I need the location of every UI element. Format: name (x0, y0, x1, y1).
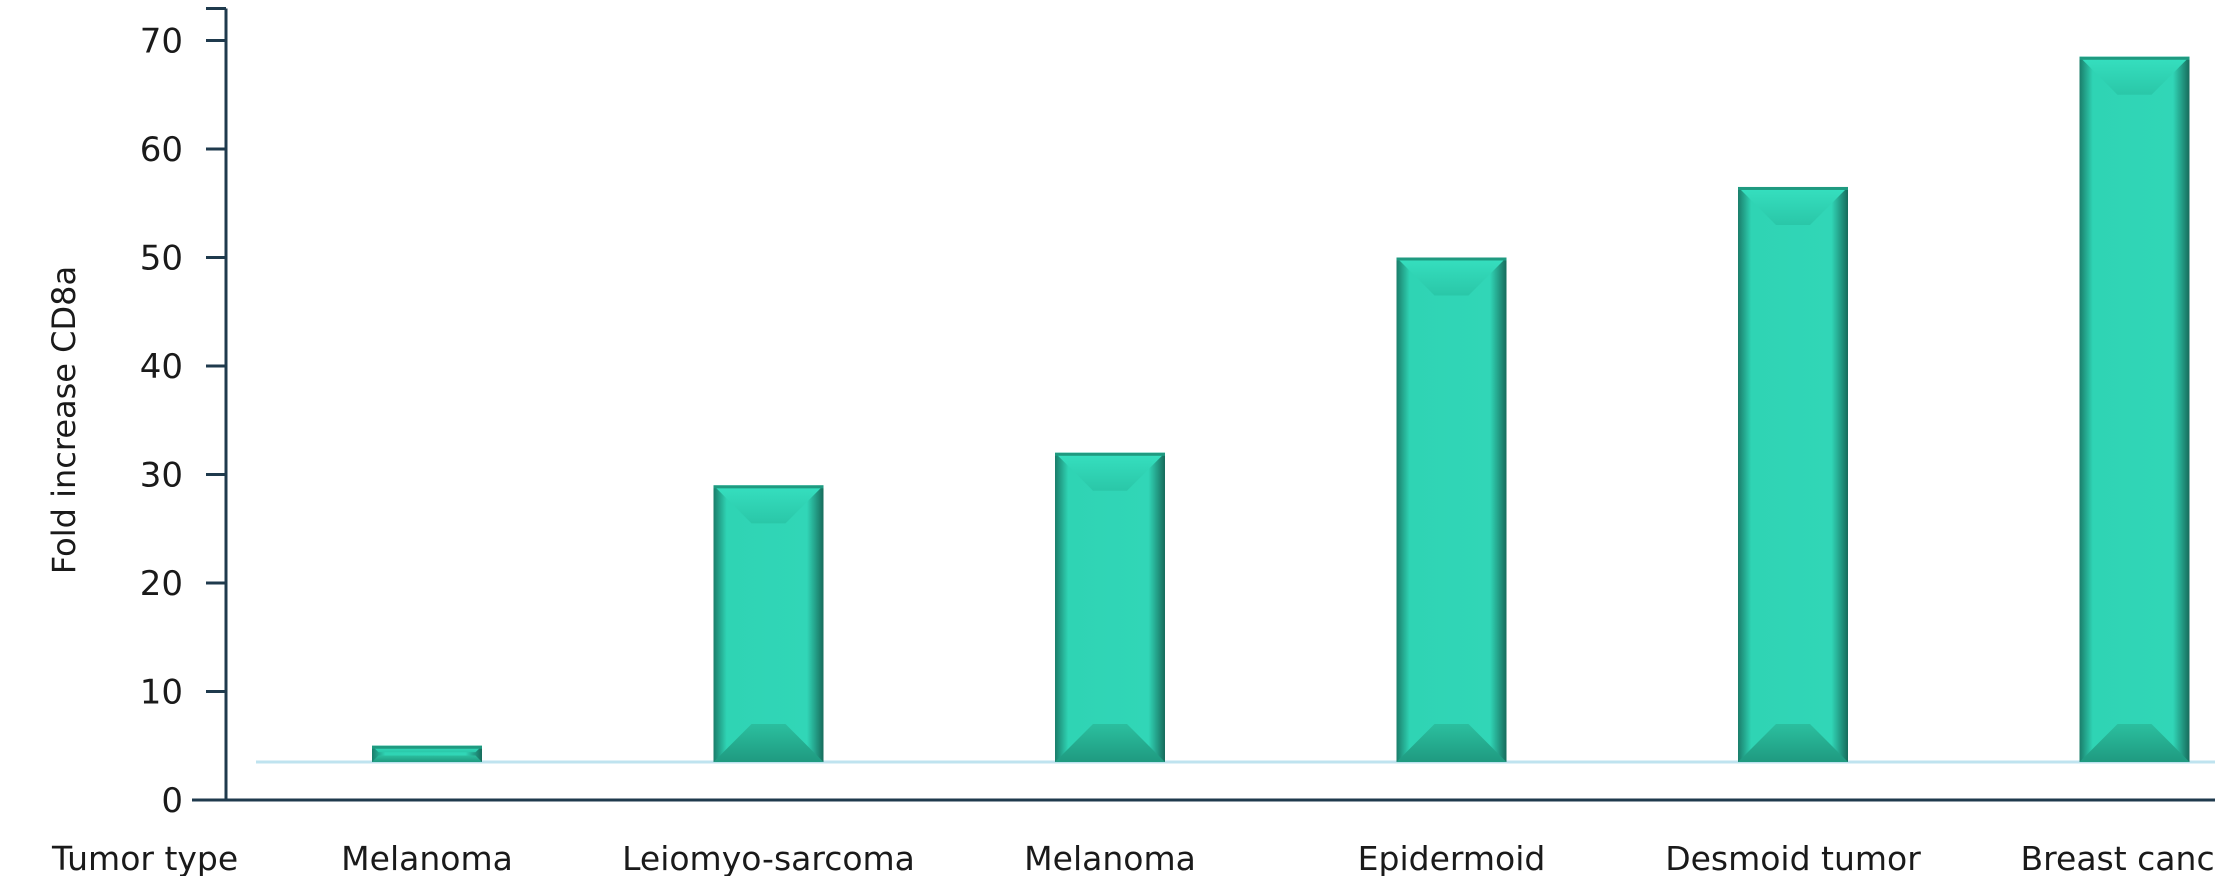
y-tick-label: 30 (140, 456, 183, 496)
bar-top-bevel (2079, 56, 2190, 95)
bar-top-edge (2079, 56, 2190, 60)
bar (713, 485, 824, 763)
y-tick-label: 50 (140, 239, 183, 279)
bar-body (1396, 257, 1507, 763)
x-axis-title: Tumor type (51, 839, 238, 876)
bar-top-bevel (1396, 257, 1507, 296)
bar-bottom-bevel (1738, 724, 1848, 763)
bar-top-edge (1055, 452, 1165, 456)
bar (2079, 56, 2190, 763)
y-axis-title: Fold increase CD8a (45, 266, 83, 574)
category-labels: Melanoma Leiomyo-sarcoma Melanoma Epidermoi… (341, 839, 2215, 876)
y-axis: 0 10 20 30 40 50 60 70 (140, 7, 228, 821)
y-tick-label: 0 (161, 781, 183, 821)
bar-top-bevel (713, 485, 824, 524)
bar (1738, 186, 1848, 763)
y-tick-label: 40 (140, 347, 183, 387)
bar-top-bevel (1055, 452, 1165, 491)
bar-body (1055, 452, 1165, 763)
bar (1055, 452, 1165, 763)
category-label: Melanoma (341, 839, 513, 876)
bar-bottom-bevel (1055, 724, 1165, 763)
category-label: Leiomyo-sarcoma (622, 839, 915, 876)
bar-top-edge (372, 745, 482, 749)
bar-body (1738, 186, 1848, 763)
bar-body (2079, 56, 2190, 763)
y-tick-label: 20 (140, 564, 183, 604)
category-label: Epidermoid (1358, 839, 1546, 876)
bar-bottom-bevel (372, 755, 482, 763)
category-label: Melanoma (1024, 839, 1196, 876)
bar-top-edge (1396, 257, 1507, 261)
category-label: Desmoid tumor (1665, 839, 1921, 876)
category-label: Breast cancer (2021, 839, 2215, 876)
bar-body (713, 485, 824, 763)
x-axis (192, 760, 2215, 802)
bar-bottom-bevel (1396, 724, 1507, 763)
bar-top-edge (1738, 186, 1848, 190)
bars (372, 56, 2190, 763)
y-tick-label: 10 (140, 673, 183, 713)
bar-top-edge (713, 485, 824, 489)
bar (1396, 257, 1507, 763)
bar-bottom-bevel (2079, 724, 2190, 763)
y-tick-label: 70 (140, 22, 183, 62)
bar (372, 745, 482, 763)
bar-bottom-bevel (713, 724, 824, 763)
y-tick-label: 60 (140, 130, 183, 170)
bar-top-bevel (1738, 186, 1848, 225)
